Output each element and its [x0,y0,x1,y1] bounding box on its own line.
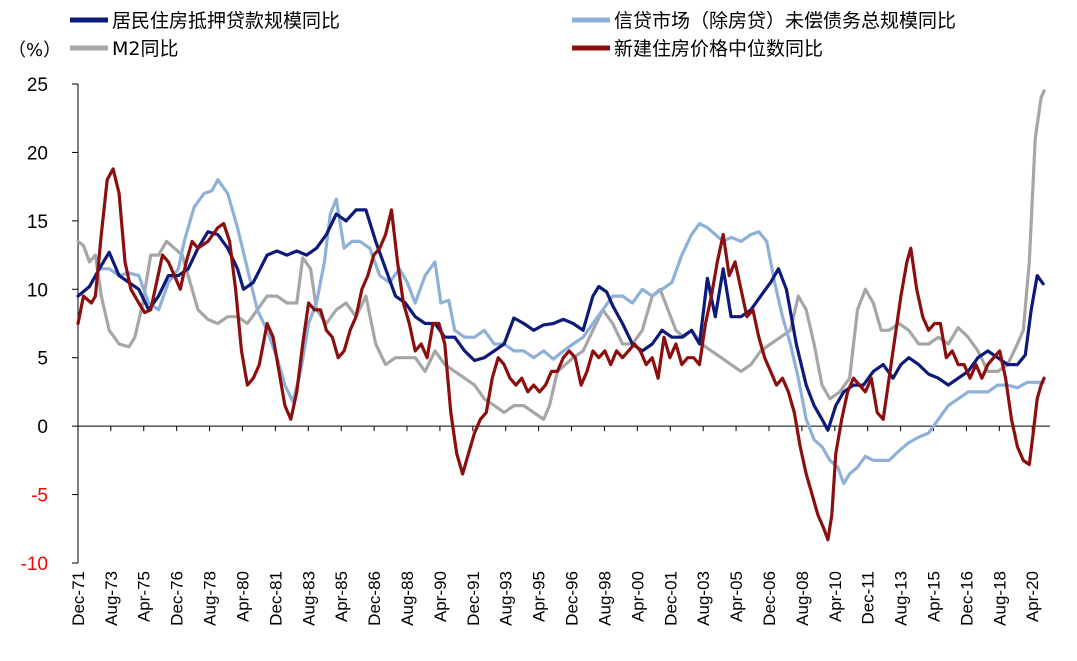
y-tick-label: 15 [27,212,48,233]
legend-label-m2: M2同比 [112,38,178,60]
legend: 居民住房抵押贷款规模同比 信贷市场（除房贷）未偿债务总规模同比 M2同比 新建住… [70,10,956,60]
x-tick-label: Aug-03 [694,571,713,626]
series-line-mortgage [76,208,1045,432]
axes: -10 -5 0 5 10 15 20 25 Dec-71 Aug-73 Apr-75 Dec-76 A… [21,75,1050,626]
x-tick-label: Aug-78 [201,571,220,626]
y-tick-label: 0 [37,417,48,438]
x-tick-label: Dec-76 [168,571,187,626]
y-tick-label: 25 [27,75,48,96]
y-tick-label: -5 [31,486,48,507]
x-tick-label: Apr-20 [1023,571,1042,622]
x-tick-label: Dec-01 [661,571,680,626]
series-layer [76,89,1046,542]
x-tick-label: Apr-10 [826,571,845,622]
x-tick-label: Aug-98 [595,571,614,626]
x-tick-label: Dec-96 [563,571,582,626]
x-tick-label: Apr-75 [135,571,154,622]
legend-label-mortgage: 居民住房抵押贷款规模同比 [112,10,340,32]
x-tick-label: Aug-18 [990,571,1009,626]
x-tick-label: Dec-16 [957,571,976,626]
x-tick-label: Aug-13 [892,571,911,626]
legend-label-credit: 信贷市场（除房贷）未偿债务总规模同比 [614,10,956,32]
y-tick-label: 20 [27,143,48,164]
x-tick-label: Aug-08 [793,571,812,626]
x-tick-label: Apr-15 [925,571,944,622]
x-tick-label: Dec-11 [859,571,878,625]
series-line-m2 [76,89,1046,421]
y-tick-label: 10 [27,280,48,301]
x-tick-label: Aug-83 [299,571,318,626]
series-line-credit [97,178,1045,486]
y-tick-label: 5 [37,349,48,370]
y-axis-unit-label: （%） [8,40,61,61]
x-tick-label: Dec-06 [760,571,779,626]
x-tick-label: Dec-91 [464,571,483,626]
x-tick-label: Apr-95 [530,571,549,622]
x-tick-label: Apr-85 [332,571,351,622]
x-tick-label: Apr-00 [628,571,647,622]
x-tick-label: Aug-93 [497,571,516,626]
series-line-house-price [76,167,1046,542]
x-tick-label: Dec-86 [365,571,384,626]
x-tick-label: Dec-71 [69,571,88,626]
y-tick-label: -10 [21,554,48,575]
legend-label-house-price: 新建住房价格中位数同比 [614,38,823,60]
x-tick-label: Aug-88 [398,571,417,626]
x-tick-label: Aug-73 [102,571,121,626]
x-tick-label: Dec-81 [266,571,285,626]
x-tick-label: Apr-90 [431,571,450,622]
x-tick-label: Apr-80 [233,571,252,622]
x-tick-label: Apr-05 [727,571,746,622]
